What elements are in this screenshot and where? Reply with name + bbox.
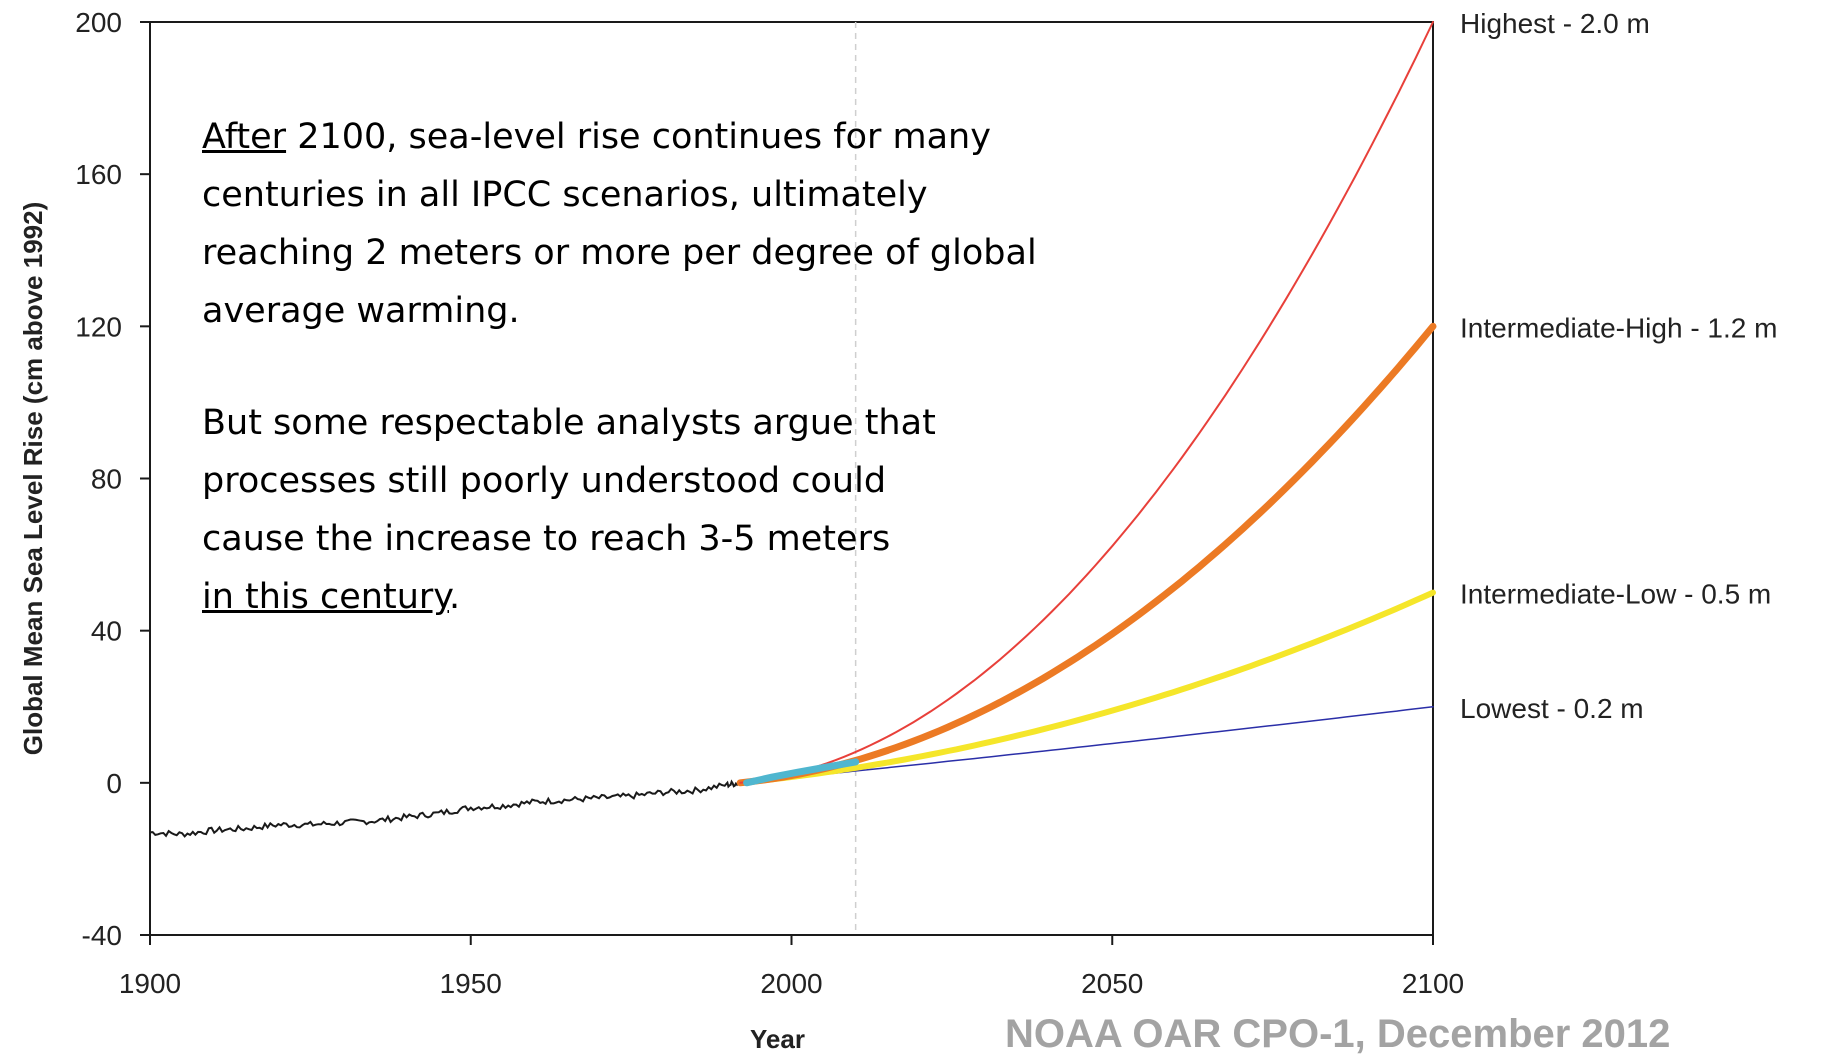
x-axis-title: Year — [750, 1024, 805, 1054]
observed-record-line — [149, 779, 741, 838]
annotation-para1-text: 2100, sea-level rise continues for many … — [202, 117, 1037, 331]
satellite-record-line — [743, 758, 860, 787]
x-tick-label: 2000 — [760, 968, 822, 999]
x-tick-label: 2100 — [1402, 968, 1464, 999]
x-tick-label: 1900 — [119, 968, 181, 999]
annotation-para2-end: . — [449, 577, 461, 617]
y-axis-title: Global Mean Sea Level Rise (cm above 199… — [18, 202, 48, 755]
scenario-label-4: Lowest - 0.2 m — [1460, 693, 1644, 724]
scenario-line-1 — [739, 21, 1434, 784]
y-tick-label: 40 — [91, 616, 122, 647]
chart-axes — [140, 21, 1434, 945]
scenario-line-3 — [737, 589, 1436, 786]
y-tick-label: 160 — [75, 159, 122, 190]
scenario-line-4 — [739, 706, 1434, 784]
scenario-label-2: Intermediate-High - 1.2 m — [1460, 312, 1777, 343]
annotation-para2-text: But some respectable analysts argue that… — [202, 403, 936, 559]
y-tick-label: 120 — [75, 311, 122, 342]
x-tick-label: 1950 — [440, 968, 502, 999]
scenario-label-1: Highest - 2.0 m — [1460, 8, 1650, 39]
y-tick-label: 0 — [106, 768, 122, 799]
y-tick-label: -40 — [82, 920, 122, 951]
chart-marks — [149, 21, 1437, 838]
annotation-after-underlined: After — [202, 117, 287, 157]
scenario-label-3: Intermediate-Low - 0.5 m — [1460, 579, 1771, 610]
annotation-paragraph-2: But some respectable analysts argue that… — [202, 394, 936, 626]
y-tick-label: 200 — [75, 7, 122, 38]
source-credit: NOAA OAR CPO-1, December 2012 — [1005, 1012, 1671, 1056]
y-tick-label: 80 — [91, 464, 122, 495]
annotation-century-underlined: in this century — [202, 577, 449, 617]
annotation-paragraph-1: After 2100, sea-level rise continues for… — [202, 108, 1037, 340]
x-tick-label: 2050 — [1081, 968, 1143, 999]
chart-labels: -40 0 40 80 120 160 200 1900 1950 2000 2050 2100 Yea… — [18, 7, 1777, 1054]
